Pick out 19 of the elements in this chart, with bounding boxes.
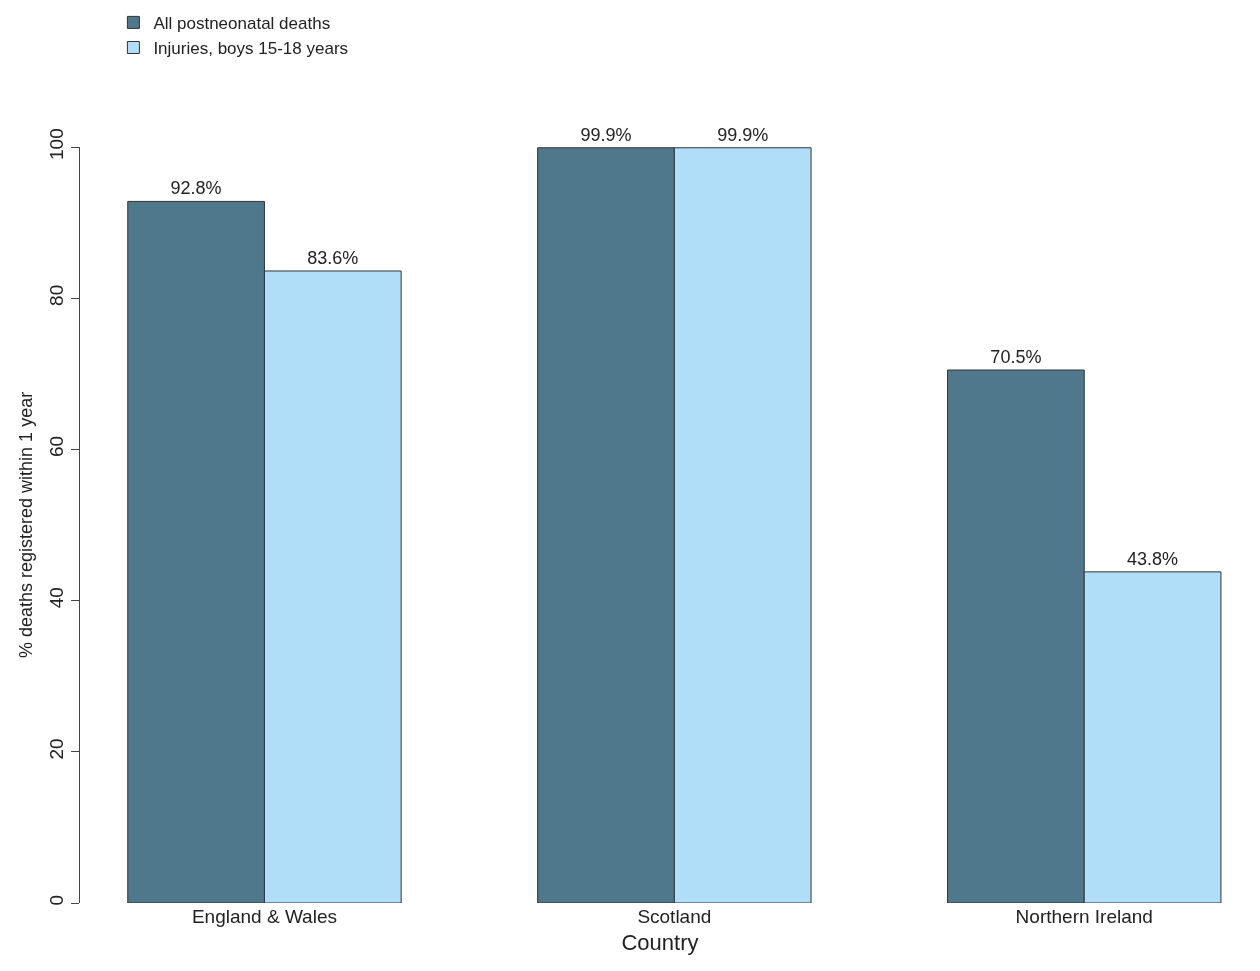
data-label: 70.5%: [990, 347, 1042, 368]
legend-label: All postneonatal deaths: [153, 14, 331, 34]
data-label: 43.8%: [1127, 548, 1179, 569]
y-axis-title: % deaths registered within 1 year: [16, 391, 36, 658]
y-tick-label: 100: [46, 128, 68, 160]
y-tick-label: 60: [46, 435, 68, 458]
y-tick-label: 20: [46, 738, 68, 760]
y-tick-label: 40: [46, 587, 68, 609]
x-axis-title: Country: [621, 929, 699, 955]
legend-label: Injuries, boys 15-18 years: [153, 39, 349, 59]
x-tick-label: Northern Ireland: [1015, 906, 1153, 927]
data-label: 92.8%: [170, 178, 222, 199]
y-tick-label: 80: [46, 284, 68, 306]
data-label: 99.9%: [580, 124, 632, 145]
y-tick-label: 0: [46, 894, 68, 906]
data-label: 99.9%: [717, 124, 769, 145]
x-tick-label: England & Wales: [191, 906, 337, 927]
x-tick-label: Scotland: [637, 906, 712, 927]
data-label: 83.6%: [307, 247, 359, 268]
